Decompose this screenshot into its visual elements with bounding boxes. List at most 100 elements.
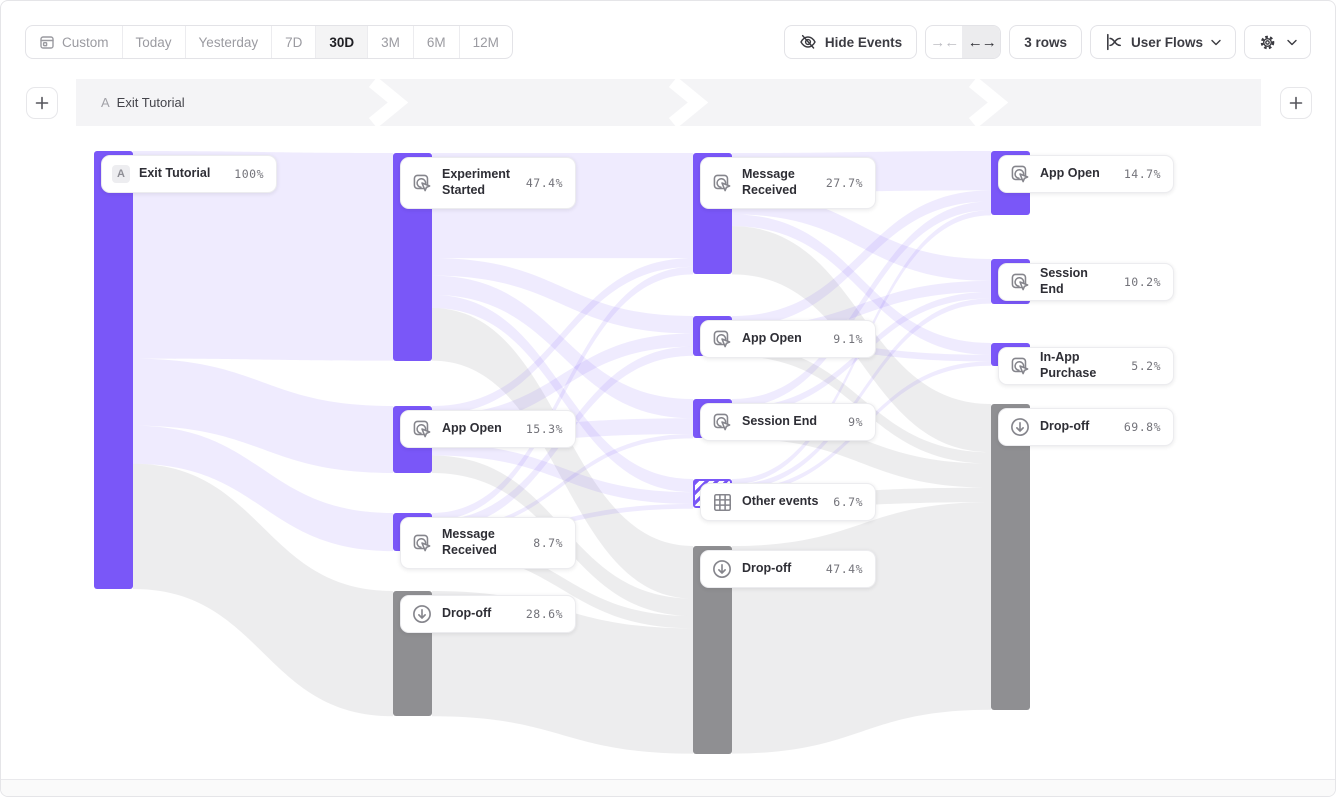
eye-off-icon [799,33,817,51]
step-title: Exit Tutorial [116,95,185,110]
node-label: Other events [742,494,819,509]
date-range-3m[interactable]: 3M [368,26,414,58]
sankey-node-es2[interactable]: Experiment Started 47.4% [400,157,576,209]
node-percent: 10.2% [1123,275,1161,289]
sankey-ribbon-es2-ao3 [432,258,693,334]
sankey-node-mr3[interactable]: Message Received 27.7% [700,157,876,209]
node-label: Session End [1040,266,1088,296]
node-percent: 15.3% [525,422,563,436]
chart-type-dropdown[interactable]: User Flows [1089,25,1236,59]
dropoff-arrow-icon [411,603,433,625]
sankey-node-do2[interactable]: Drop-off 28.6% [400,595,576,633]
sankey-bar-do4[interactable] [991,404,1030,710]
node-label: Experiment Started [442,167,511,197]
sankey-ribbon-exit-do2 [133,463,393,717]
node-label: In-App Purchase [1040,350,1097,380]
sankey-ribbon-ao2-mr3 [432,258,693,415]
sankey-ribbon-se3-ao4 [732,201,991,408]
sankey-node-do3[interactable]: Drop-off 47.4% [700,550,876,588]
sankey-node-se3[interactable]: Session End 9% [700,403,876,441]
node-label: App Open [742,331,802,346]
node-percent: 69.8% [1123,420,1161,434]
date-range-today[interactable]: Today [123,26,186,58]
sankey-ribbon-do3-do4 [732,502,991,754]
event-icon [1009,271,1031,293]
event-icon [1009,163,1031,185]
node-percent: 8.7% [533,536,563,550]
chevron-down-icon [1211,39,1221,46]
event-icon [411,172,433,194]
hide-events-label: Hide Events [824,34,903,50]
node-label: Session End [742,414,818,429]
gear-icon [1258,33,1277,52]
sankey-ribbon-exit-ao2 [133,358,393,474]
node-percent: 28.6% [525,607,563,621]
sankey-node-do4[interactable]: Drop-off 69.8% [998,408,1174,446]
date-range-6m[interactable]: 6M [414,26,460,58]
sankey-node-iap4[interactable]: In-App Purchase 5.2% [998,347,1174,385]
node-label: App Open [442,421,502,436]
step-prefix: A [101,95,110,110]
node-percent: 9.1% [833,332,863,346]
collapse-width-button[interactable]: →← [926,26,964,58]
node-label: App Open [1040,166,1100,181]
event-icon [711,328,733,350]
date-range-12m[interactable]: 12M [472,34,499,50]
date-range-7d[interactable]: 7D [272,26,317,58]
add-end-step-button[interactable] [1280,87,1312,119]
node-percent: 47.4% [825,562,863,576]
toolbar: Custom Today Yesterday 7D 30D 3M 6M 12M Hide Ev… [25,25,1311,59]
sankey-node-ao4[interactable]: App Open 14.7% [998,155,1174,193]
date-range-30d[interactable]: 30D [316,26,369,58]
node-percent: 27.7% [825,176,863,190]
node-percent: 14.7% [1123,167,1161,181]
sankey-node-ao3[interactable]: App Open 9.1% [700,320,876,358]
add-start-step-button[interactable] [26,87,58,119]
chart-type-label: User Flows [1130,34,1203,50]
expand-width-button[interactable]: ←→ [963,26,1001,58]
date-range-custom[interactable]: Custom [26,26,123,58]
event-icon [711,172,733,194]
step-separators [368,79,1009,126]
event-icon [1009,355,1031,377]
node-label: Drop-off [1040,419,1090,434]
node-percent: 9% [848,415,863,429]
sankey-ribbon-es2-oe3 [432,294,693,493]
node-label: Message Received [742,167,797,197]
event-icon [411,418,433,440]
node-label: Drop-off [742,561,792,576]
step-segment-a[interactable]: A Exit Tutorial [101,79,185,126]
dropoff-arrow-icon [1009,416,1031,438]
date-range-selector: Custom Today Yesterday 7D 30D 3M 6M 12M [25,25,513,59]
rows-label: 3 rows [1024,34,1067,50]
dropoff-arrow-icon [711,558,733,580]
node-percent: 5.2% [1131,359,1161,373]
sankey-ribbon-exit-mr2 [133,425,393,552]
sankey-ribbon-ao2-oe3 [432,443,693,504]
event-icon [711,411,733,433]
sankey-ribbon-ao3-ao4 [732,190,991,327]
node-percent: 47.4% [525,176,563,190]
sankey-node-se4[interactable]: Session End 10.2% [998,263,1174,301]
sankey-node-exit[interactable]: A Exit Tutorial 100% [101,155,277,193]
hide-events-button[interactable]: Hide Events [783,25,918,59]
density-toggle: →← ←→ [925,25,1002,59]
node-label: Exit Tutorial [139,166,211,181]
sankey-bar-exit[interactable] [94,151,133,589]
calendar-icon [39,34,55,50]
sankey-node-oe3[interactable]: Other events 6.7% [700,483,876,521]
rows-button[interactable]: 3 rows [1009,25,1082,59]
event-icon [411,532,433,554]
date-range-yesterday[interactable]: Yesterday [186,26,273,58]
sankey-node-mr2[interactable]: Message Received 8.7% [400,517,576,569]
grid-icon [711,491,733,513]
sankey-node-ao2[interactable]: App Open 15.3% [400,410,576,448]
user-flows-chart-icon [1105,33,1123,51]
step-letter-badge: A [112,165,130,183]
node-percent: 100% [234,167,264,181]
steps-band: A Exit Tutorial [76,79,1261,126]
node-label: Message Received [442,527,497,557]
settings-dropdown[interactable] [1244,25,1311,59]
